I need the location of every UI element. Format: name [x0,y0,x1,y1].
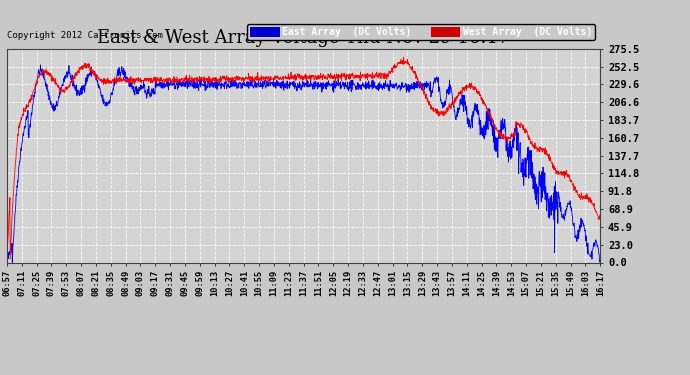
Legend: East Array  (DC Volts), West Array  (DC Volts): East Array (DC Volts), West Array (DC Vo… [248,24,595,40]
Title: East & West Array Voltage Thu Nov 29 16:17: East & West Array Voltage Thu Nov 29 16:… [97,29,510,47]
Text: Copyright 2012 Cartronics.com: Copyright 2012 Cartronics.com [7,31,163,40]
